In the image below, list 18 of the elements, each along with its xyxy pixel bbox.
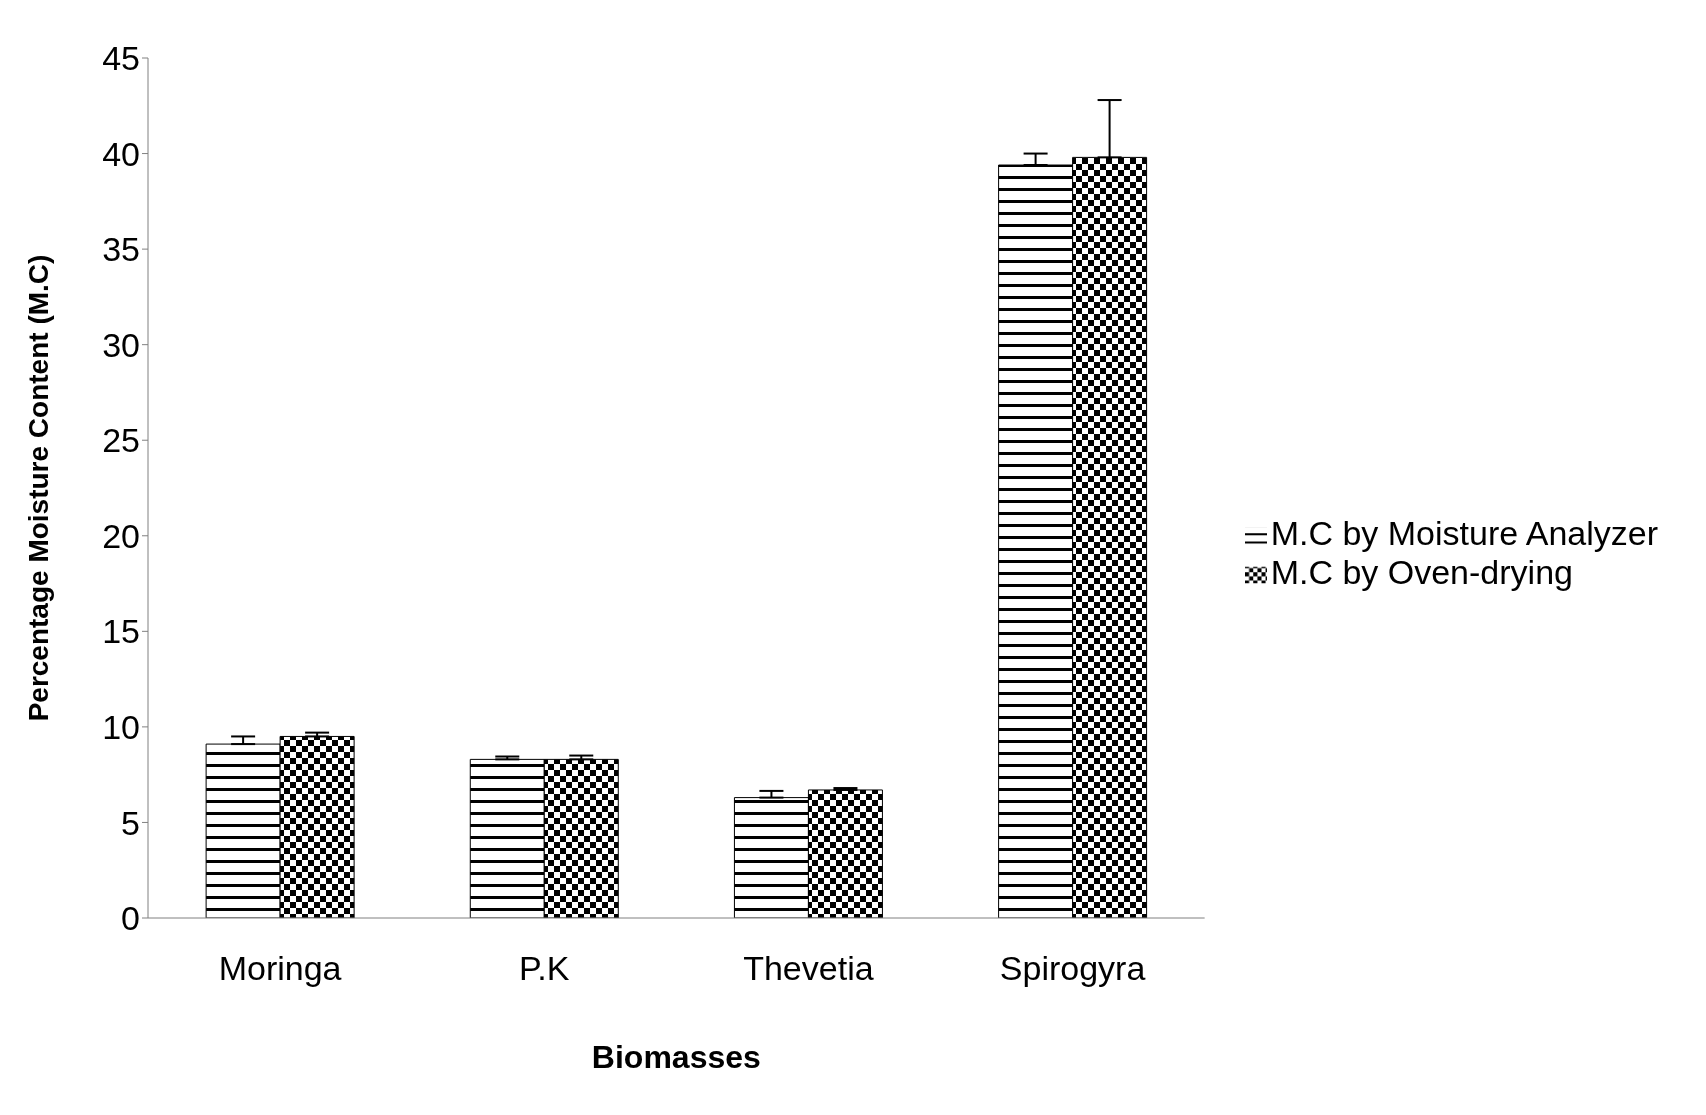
- x-tick-label: Thevetia: [743, 949, 874, 988]
- y-tick-label: 25: [102, 421, 140, 460]
- x-tick-label: Spirogyra: [999, 949, 1146, 988]
- y-tick-label: 35: [102, 230, 140, 269]
- x-tick-label: Moringa: [218, 949, 342, 988]
- y-tick-label: 30: [102, 325, 140, 364]
- x-axis-title: Biomasses: [591, 1039, 761, 1075]
- y-axis-title: Percentage Moisture Content (M.C): [22, 254, 54, 722]
- y-tick-label: 15: [102, 612, 140, 651]
- y-tick-label: 40: [102, 134, 140, 173]
- legend-label: M.C by Oven-drying: [1270, 553, 1573, 591]
- x-tick-label: P.K: [519, 949, 570, 988]
- y-tick-label: 20: [102, 516, 140, 555]
- y-tick-label: 0: [121, 899, 140, 938]
- y-tick-label: 5: [121, 803, 140, 842]
- legend-label: M.C by Moisture Analyzer: [1270, 514, 1658, 552]
- y-tick-label: 45: [102, 39, 140, 78]
- y-tick-label: 10: [102, 707, 140, 746]
